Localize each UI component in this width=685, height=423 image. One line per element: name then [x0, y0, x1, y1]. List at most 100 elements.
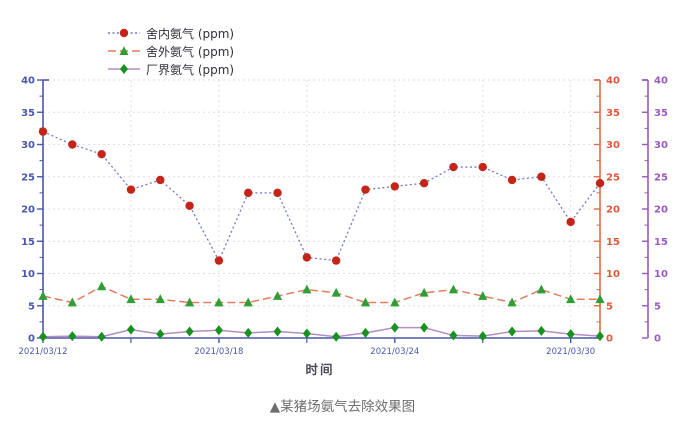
series-indoor [38, 127, 605, 265]
svg-text:25: 25 [654, 172, 668, 183]
series-indoor-marker [97, 149, 106, 159]
series-boundary-marker [420, 322, 429, 333]
series-outdoor-marker [184, 297, 195, 307]
series-indoor-marker [273, 188, 282, 198]
series-outdoor-marker [67, 297, 77, 307]
svg-text:0: 0 [606, 334, 613, 345]
bottom-axis: 2021/03/12 2021/03/18 2021/03/24 2021/03/30 [19, 337, 600, 357]
svg-text:5: 5 [606, 301, 613, 312]
series-boundary-marker [126, 324, 135, 335]
svg-text:35: 35 [606, 108, 620, 119]
series-indoor-marker [331, 256, 341, 265]
series-boundary-marker [478, 331, 487, 342]
svg-text:30: 30 [606, 140, 620, 151]
series-indoor-marker [566, 217, 575, 227]
series-boundary [39, 322, 604, 342]
series-boundary-marker [302, 328, 311, 339]
series-boundary-marker [68, 331, 77, 342]
svg-text:30: 30 [654, 140, 668, 151]
series-indoor-marker [68, 140, 77, 149]
right-axis-inner: 0 5 10 15 20 25 30 35 40 [594, 76, 620, 345]
series-boundary-marker [214, 325, 223, 336]
series-outdoor-marker [536, 284, 546, 294]
series-indoor-marker [390, 182, 399, 191]
svg-text:10: 10 [654, 269, 668, 280]
series-indoor-marker [537, 172, 546, 181]
figure-caption: ▲某猪场氨气去除效果图 [269, 399, 416, 415]
svg-text:35: 35 [654, 108, 668, 119]
svg-text:2021/03/18: 2021/03/18 [194, 347, 243, 357]
grid-horizontal [43, 79, 600, 307]
svg-text:20: 20 [654, 205, 668, 216]
indoor-series-marker-icon [108, 28, 140, 38]
x-axis-title: 时间 [305, 362, 335, 377]
series-outdoor-marker [331, 287, 341, 297]
svg-text:15: 15 [21, 237, 35, 248]
series-boundary-marker [566, 329, 575, 340]
series-outdoor-marker [419, 287, 429, 297]
boundary-series-marker-icon [108, 64, 140, 74]
legend-label-outdoor: 舍外氨气 (ppm) [146, 44, 235, 59]
svg-text:2021/03/30: 2021/03/30 [546, 347, 595, 357]
svg-text:10: 10 [606, 269, 620, 280]
series-boundary-marker [449, 330, 458, 341]
series-outdoor-marker [360, 297, 371, 307]
svg-text:10: 10 [21, 269, 35, 280]
series-indoor-marker [185, 201, 194, 210]
series-indoor-marker [38, 127, 48, 136]
svg-text:0: 0 [654, 334, 661, 345]
series-indoor-marker [361, 185, 370, 194]
svg-text:40: 40 [654, 76, 668, 87]
series-indoor-marker [156, 175, 165, 185]
series-outdoor-marker [97, 281, 107, 291]
left-axis: 0 5 10 15 20 25 30 35 40 [21, 76, 49, 345]
series-outdoor-marker [390, 297, 400, 307]
svg-text:35: 35 [21, 108, 35, 119]
series-outdoor-marker [566, 294, 576, 304]
series-outdoor-marker [214, 297, 224, 307]
svg-text:5: 5 [654, 301, 661, 312]
legend-label-indoor: 舍内氨气 (ppm) [146, 26, 235, 41]
series-indoor-marker [126, 185, 136, 194]
series-boundary-marker [361, 327, 370, 338]
series-outdoor-marker [302, 284, 312, 294]
legend-item-indoor: 舍内氨气 (ppm) [107, 24, 234, 42]
series-outdoor-marker [478, 291, 488, 300]
legend-item-outdoor: 舍外氨气 (ppm) [107, 42, 234, 60]
chart-legend: 舍内氨气 (ppm) 舍外氨气 (ppm) 厂界氨气 (ppm) [107, 24, 234, 78]
series-boundary-marker [537, 325, 546, 336]
svg-text:15: 15 [654, 237, 668, 248]
series-boundary-marker [244, 327, 253, 338]
series-indoor-marker [302, 253, 312, 262]
svg-text:2021/03/12: 2021/03/12 [19, 347, 68, 357]
series-outdoor [38, 281, 605, 307]
series-indoor-marker [449, 162, 458, 172]
series-boundary-marker [39, 331, 47, 342]
series-outdoor-marker [507, 297, 517, 307]
series-outdoor-marker [272, 291, 283, 300]
series-outdoor-marker [155, 294, 165, 304]
series-outdoor-marker [38, 291, 48, 300]
outdoor-series-marker-icon [108, 46, 140, 55]
series-indoor-marker [595, 179, 605, 188]
series-indoor-marker [214, 256, 224, 265]
series-outdoor-marker [243, 297, 253, 307]
series-boundary-marker [596, 331, 604, 342]
right-axis-outer: 0 5 10 15 20 25 30 35 40 [642, 76, 668, 345]
series-boundary-marker [508, 326, 517, 337]
svg-text:40: 40 [21, 76, 35, 87]
svg-text:25: 25 [21, 172, 35, 183]
svg-text:40: 40 [606, 76, 620, 87]
series-outdoor-marker [595, 294, 605, 304]
svg-text:20: 20 [21, 205, 35, 216]
series-boundary-marker [273, 326, 282, 337]
svg-text:0: 0 [28, 334, 35, 345]
series-boundary-marker [97, 331, 106, 342]
ammonia-line-chart: 0 5 10 15 20 25 30 35 40 0 5 10 15 20 25 30 35 40 0 5 10 15 20… [19, 76, 668, 358]
series-indoor-marker [244, 188, 253, 198]
series-indoor-marker [478, 162, 487, 172]
svg-text:20: 20 [606, 205, 620, 216]
svg-text:25: 25 [606, 172, 620, 183]
svg-text:2021/03/24: 2021/03/24 [370, 347, 419, 357]
